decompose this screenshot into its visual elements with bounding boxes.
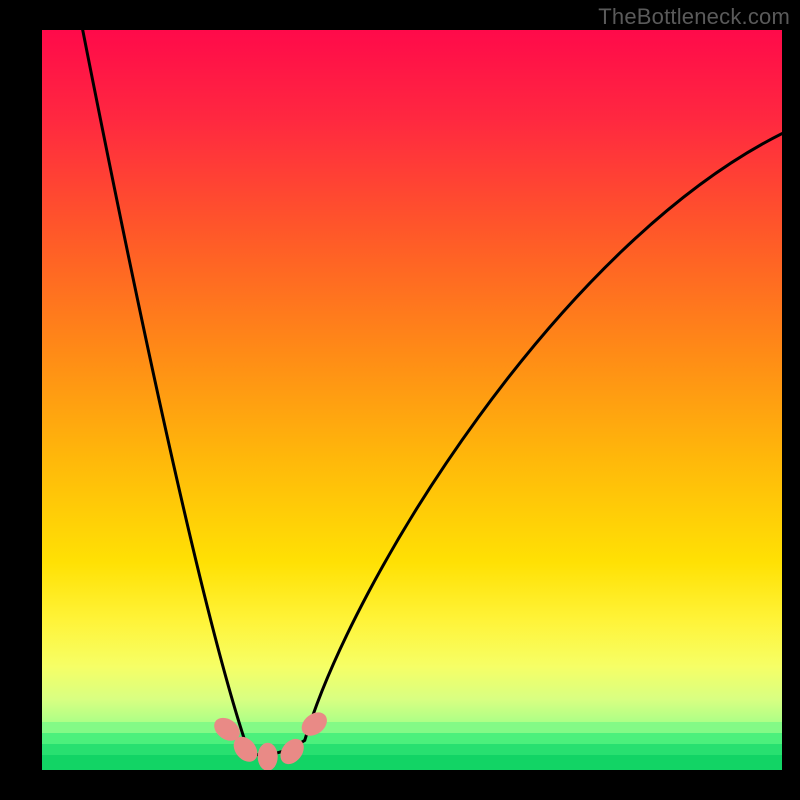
valley-marker: [258, 743, 278, 770]
chart-canvas: TheBottleneck.com: [0, 0, 800, 800]
bottleneck-curve: [83, 30, 782, 755]
bottleneck-curve-svg: [42, 30, 782, 770]
plot-area: [42, 30, 782, 770]
watermark-text: TheBottleneck.com: [598, 4, 790, 30]
